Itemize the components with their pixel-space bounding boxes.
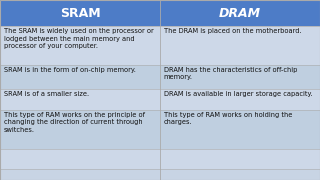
Text: This type of RAM works on the principle of
changing the direction of current thr: This type of RAM works on the principle …	[4, 112, 145, 133]
Bar	[0, 26, 160, 65]
Text: DRAM: DRAM	[219, 6, 261, 20]
Text: SRAM: SRAM	[60, 6, 100, 20]
Bar	[160, 65, 320, 89]
Text: DRAM has the characteristics of off-chip
memory.: DRAM has the characteristics of off-chip…	[164, 67, 297, 80]
Bar	[0, 0, 160, 26]
Bar	[160, 110, 320, 148]
Bar	[0, 89, 160, 110]
Bar	[160, 0, 320, 26]
Bar	[0, 148, 160, 169]
Text: DRAM is available in larger storage capacity.: DRAM is available in larger storage capa…	[164, 91, 312, 97]
Text: The SRAM is widely used on the processor or
lodged between the main memory and
p: The SRAM is widely used on the processor…	[4, 28, 154, 49]
Text: The DRAM is placed on the motherboard.: The DRAM is placed on the motherboard.	[164, 28, 301, 34]
Text: SRAM is in the form of on-chip memory.: SRAM is in the form of on-chip memory.	[4, 67, 136, 73]
Bar	[160, 26, 320, 65]
Text: This type of RAM works on holding the
charges.: This type of RAM works on holding the ch…	[164, 112, 292, 125]
Bar	[0, 110, 160, 148]
Text: SRAM is of a smaller size.: SRAM is of a smaller size.	[4, 91, 89, 97]
Bar	[160, 148, 320, 169]
Bar	[0, 65, 160, 89]
Bar	[160, 89, 320, 110]
